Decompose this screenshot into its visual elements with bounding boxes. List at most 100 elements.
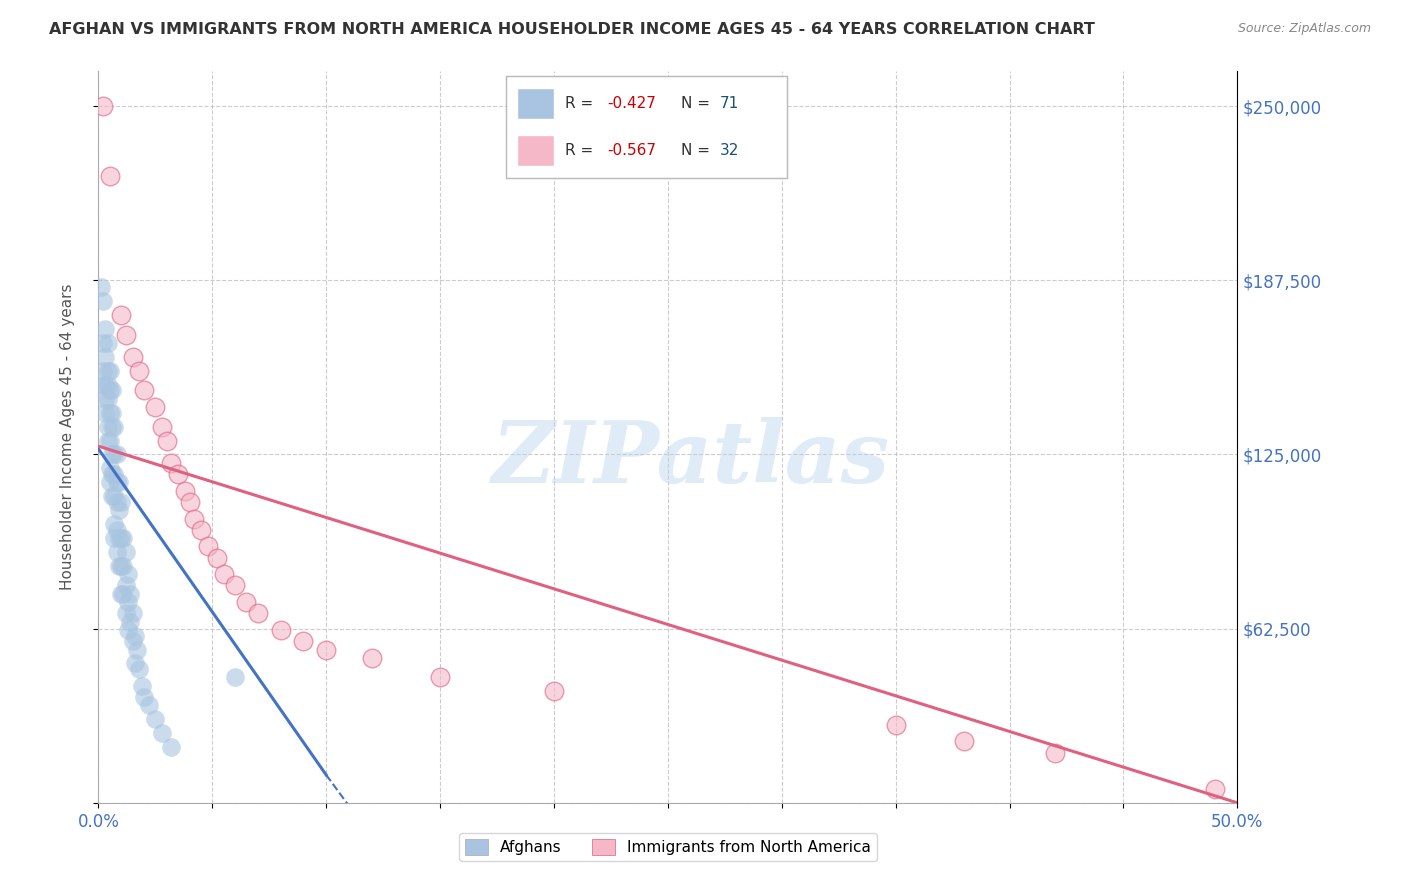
Point [246,607,269,621]
Point [105,495,128,509]
Point [292,634,315,648]
Point [112,531,135,545]
Point [94,322,117,336]
Point [110,531,132,545]
Point [1204,781,1226,796]
Point [224,578,246,592]
Point [110,587,132,601]
Point [91,99,114,113]
Point [101,406,124,420]
Legend: Afghans, Immigrants from North America: Afghans, Immigrants from North America [458,833,877,861]
Point [1043,746,1066,760]
Point [543,684,565,698]
Point [96,364,118,378]
Point [190,523,212,537]
Text: -0.427: -0.427 [607,96,657,111]
Point [103,489,125,503]
Point [96,419,118,434]
Text: AFGHAN VS IMMIGRANTS FROM NORTH AMERICA HOUSEHOLDER INCOME AGES 45 - 64 YEARS CO: AFGHAN VS IMMIGRANTS FROM NORTH AMERICA … [49,22,1095,37]
Point [108,558,131,573]
Point [205,550,228,565]
Point [131,679,153,693]
Point [953,734,976,748]
Point [270,623,292,637]
Point [114,545,136,559]
Point [94,377,117,392]
Point [128,364,150,378]
Point [94,392,117,406]
Point [91,364,114,378]
Point [212,567,235,582]
Point [124,657,146,671]
Point [138,698,160,713]
Point [90,280,112,294]
Point [101,419,124,434]
Point [121,350,143,364]
Point [96,377,118,392]
Bar [517,136,554,166]
Point [235,595,257,609]
Point [96,434,118,448]
Point [103,531,125,545]
Point [121,634,143,648]
Point [160,456,183,470]
Point [91,294,114,309]
Point [91,377,114,392]
Point [114,607,136,621]
Point [429,670,451,684]
Point [132,384,155,398]
Point [105,523,128,537]
Point [108,531,131,545]
Text: ZIPatlas: ZIPatlas [492,417,890,500]
Text: N =: N = [681,144,714,158]
Text: -0.567: -0.567 [607,144,657,158]
Point [117,623,139,637]
Text: Source: ZipAtlas.com: Source: ZipAtlas.com [1237,22,1371,36]
Point [101,467,124,481]
Point [150,726,173,740]
Point [108,475,131,490]
Point [101,384,124,398]
Point [94,350,117,364]
Point [105,448,128,462]
Point [124,629,146,643]
Point [98,475,121,490]
Point [884,718,907,732]
Point [96,336,118,351]
Point [112,558,135,573]
Point [121,607,143,621]
Point [96,392,118,406]
Point [117,595,139,609]
Y-axis label: Householder Income Ages 45 - 64 years: Householder Income Ages 45 - 64 years [60,284,75,591]
Point [145,712,167,726]
Point [150,419,173,434]
Point [98,461,121,475]
Point [120,587,142,601]
Point [103,517,125,532]
Text: N =: N = [681,96,714,111]
Point [145,400,167,414]
Point [108,503,131,517]
Point [110,558,132,573]
Text: 32: 32 [720,144,740,158]
Point [98,406,121,420]
Point [224,670,246,684]
Point [105,545,128,559]
Point [127,642,149,657]
Point [156,434,179,448]
Point [360,651,382,665]
Point [167,467,190,481]
Point [98,384,121,398]
Point [94,406,117,420]
Point [160,740,183,755]
Point [179,495,201,509]
Point [197,540,219,554]
Point [103,467,125,481]
Point [103,419,125,434]
Point [110,495,132,509]
Point [128,662,150,676]
Point [114,578,136,592]
Point [103,448,125,462]
Point [91,336,114,351]
Point [112,587,135,601]
